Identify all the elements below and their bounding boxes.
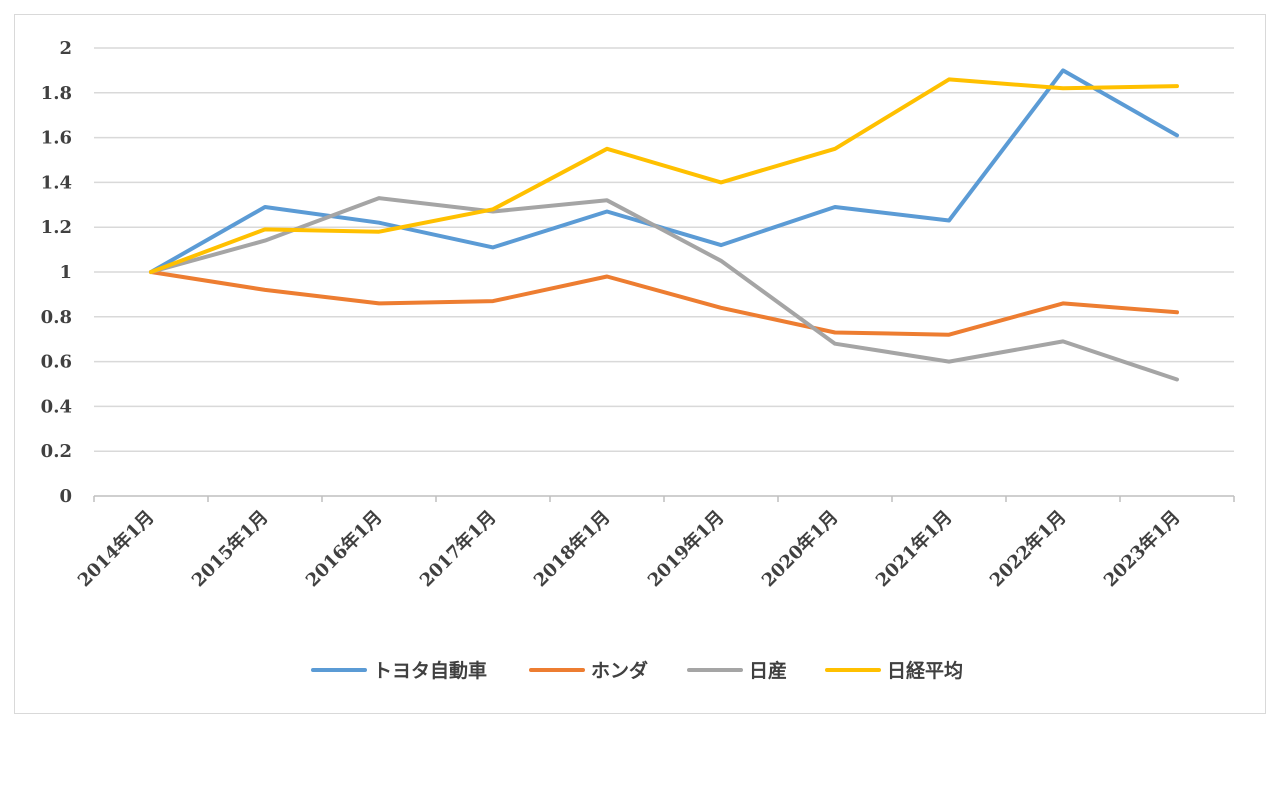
y-tick-label: 0 bbox=[59, 486, 72, 507]
legend: トヨタ自動車 ホンダ 日産 日経平均 bbox=[311, 659, 963, 682]
chart-frame bbox=[14, 14, 1266, 714]
x-tick-label: 2014年1月 bbox=[73, 506, 158, 591]
y-tick-label: 1.8 bbox=[41, 83, 72, 104]
x-axis-tick-labels: 2014年1月 2015年1月 2016年1月 2017年1月 2018年1月 2019年… bbox=[73, 506, 1184, 591]
series-line bbox=[149, 270, 1179, 337]
x-tick-label: 2019年1月 bbox=[643, 506, 728, 591]
series-line bbox=[149, 77, 1179, 274]
x-tick-label: 2015年1月 bbox=[187, 506, 272, 591]
y-tick-label: 0.8 bbox=[41, 307, 72, 328]
y-axis-tick-labels: 0 0.2 0.4 0.6 0.8 1 1.2 1.4 1.6 1.8 2 bbox=[41, 38, 72, 507]
series-line bbox=[149, 196, 1179, 382]
x-tick-label: 2023年1月 bbox=[1099, 506, 1184, 591]
x-tick-label: 2016年1月 bbox=[301, 506, 386, 591]
x-tick-label: 2017年1月 bbox=[415, 506, 500, 591]
y-tick-label: 0.6 bbox=[41, 352, 72, 373]
x-axis bbox=[93, 495, 1235, 502]
y-tick-label: 1 bbox=[59, 262, 72, 283]
legend-label: ホンダ bbox=[591, 659, 648, 682]
gridlines bbox=[94, 47, 1234, 452]
y-tick-label: 1.4 bbox=[41, 172, 72, 193]
y-tick-label: 1.2 bbox=[41, 217, 72, 238]
legend-label: トヨタ自動車 bbox=[373, 659, 487, 682]
y-tick-label: 0.4 bbox=[41, 396, 72, 417]
x-tick-label: 2022年1月 bbox=[985, 506, 1070, 591]
y-tick-label: 2 bbox=[59, 38, 72, 59]
legend-label: 日産 bbox=[749, 659, 787, 682]
series-line bbox=[149, 68, 1179, 274]
x-tick-label: 2021年1月 bbox=[871, 506, 956, 591]
y-tick-label: 1.6 bbox=[41, 128, 72, 149]
x-tick-label: 2018年1月 bbox=[529, 506, 614, 591]
y-tick-label: 0.2 bbox=[41, 441, 72, 462]
series-lines bbox=[149, 68, 1179, 382]
x-tick-label: 2020年1月 bbox=[757, 506, 842, 591]
legend-label: 日経平均 bbox=[887, 659, 963, 682]
